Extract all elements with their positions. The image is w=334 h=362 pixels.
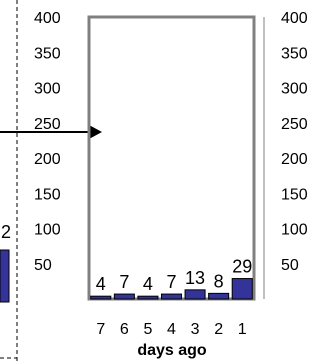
bar [208,292,230,300]
bar [160,293,183,300]
x-tick-label: 6 [120,321,129,338]
data-labels: 4 7 4 7 13 829 [96,257,252,295]
y-axis-tick-labels: 400 350 300 250 200 150 100 50 [34,10,61,274]
bar [90,295,112,300]
y-tick-label: 350 [34,45,61,62]
right-y-tick-label: 400 [281,10,308,27]
y-tick-label: 300 [34,81,61,98]
right-y-tick-label: 200 [281,151,308,168]
bar [113,293,135,300]
right-y-axis-tick-labels: 400 350 300 250 200 150 100 50 [281,10,308,274]
y-tick-label: 200 [34,151,61,168]
bar-data-label: 29 [232,257,252,277]
x-tick-label: 4 [167,321,176,338]
x-tick-label: 5 [143,321,152,338]
bar [137,295,159,300]
x-tick-label: 7 [96,321,105,338]
bar-series [90,278,253,300]
bar-data-label: 13 [185,268,205,288]
y-tick-label: 50 [34,257,52,274]
right-y-tick-label: 100 [281,222,308,239]
right-y-tick-label: 350 [281,45,308,62]
bar [184,289,206,300]
left-panel-partial-bar [0,249,10,303]
right-y-tick-label: 150 [281,186,308,203]
x-axis-title: days ago [137,342,207,359]
right-y-tick-label: 300 [281,81,308,98]
bar-data-label: 4 [96,274,106,294]
left-panel-partial-label: 2 [1,222,11,242]
bar-data-label: 7 [119,272,129,292]
bar-data-label: 7 [166,272,176,292]
plot-frame [87,15,256,301]
right-y-tick-label: 50 [281,257,299,274]
bar-data-label: 8 [214,271,224,291]
y-tick-label: 400 [34,10,61,27]
right-y-tick-label: 250 [281,116,308,133]
x-tick-label: 1 [238,321,247,338]
y-tick-label: 250 [34,116,61,133]
bar [231,278,253,300]
y-tick-label: 100 [34,222,61,239]
x-tick-label: 3 [191,321,200,338]
left-panel: 2 [0,0,102,362]
y-tick-label: 150 [34,186,61,203]
right-panel: 400 350 300 250 200 150 100 50 [263,10,308,299]
x-tick-label: 2 [214,321,223,338]
bar-data-label: 4 [143,274,153,294]
connector-arrow-head [89,125,102,139]
